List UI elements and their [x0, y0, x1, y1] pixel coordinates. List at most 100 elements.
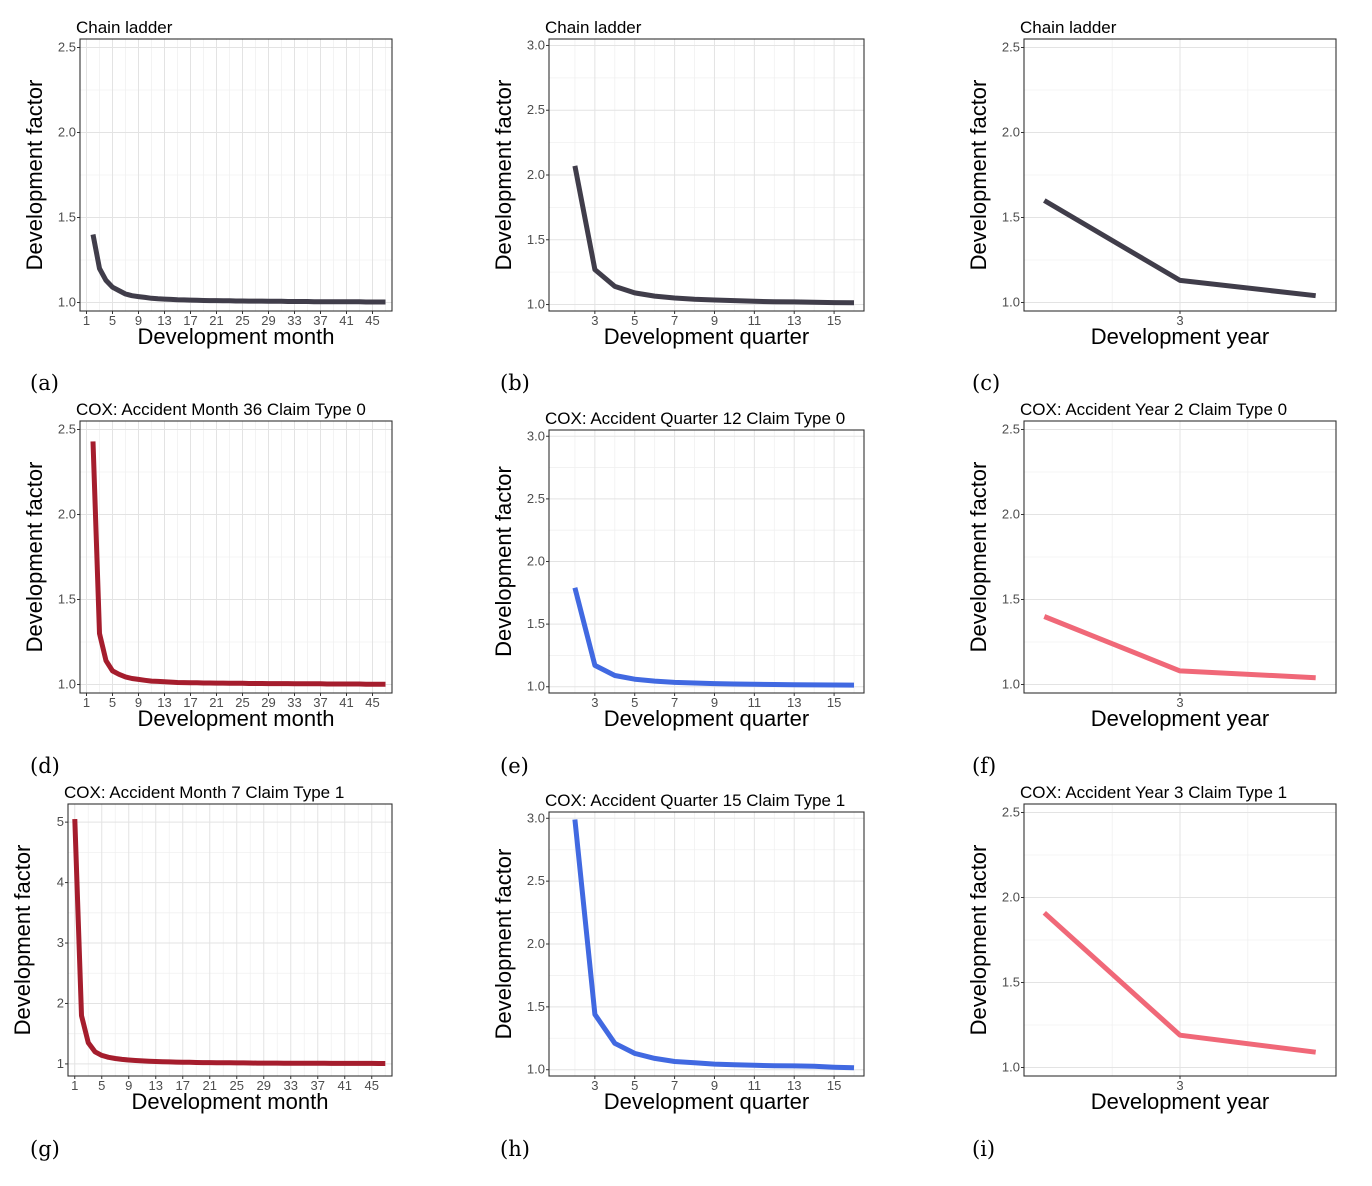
x-tick-label: 3: [591, 313, 598, 328]
panel-title: Chain ladder: [545, 18, 642, 37]
series-line: [1042, 910, 1317, 1055]
panel-title: COX: Accident Year 3 Claim Type 1: [1020, 783, 1287, 802]
x-tick-label: 25: [230, 1078, 244, 1093]
x-tick-label: 13: [149, 1078, 163, 1093]
y-tick-label: 2.5: [1002, 40, 1020, 55]
panel-title: COX: Accident Month 7 Claim Type 1: [64, 783, 344, 802]
x-tick-label: 13: [157, 313, 171, 328]
y-axis-label: Development factor: [966, 845, 991, 1036]
x-axis-label: Development month: [132, 1089, 329, 1114]
x-tick-label: 9: [135, 695, 142, 710]
x-tick-label: 5: [631, 1078, 638, 1093]
x-tick-label: 17: [176, 1078, 190, 1093]
panel-title: Chain ladder: [1020, 18, 1117, 37]
x-tick-label: 7: [671, 313, 678, 328]
x-tick-label: 41: [339, 695, 353, 710]
panel-title: COX: Accident Quarter 15 Claim Type 1: [545, 791, 845, 810]
x-tick-label: 5: [631, 695, 638, 710]
x-axis-label: Development month: [138, 706, 335, 731]
x-tick-label: 3: [1176, 313, 1183, 328]
x-axis-label: Development year: [1091, 706, 1270, 731]
x-tick-label: 15: [827, 313, 841, 328]
subfigure-caption: (g): [30, 1137, 60, 1161]
y-tick-label: 1.0: [58, 677, 76, 692]
y-axis-label: Development factor: [491, 849, 516, 1040]
y-tick-label: 2.5: [58, 40, 76, 55]
y-axis-label: Development factor: [491, 466, 516, 657]
y-axis-label: Development factor: [10, 845, 35, 1036]
series-line: [1043, 614, 1316, 681]
subfigure-caption: (f): [972, 754, 996, 778]
panel-title: COX: Accident Year 2 Claim Type 0: [1020, 400, 1287, 419]
y-tick-label: 1.5: [1002, 592, 1020, 607]
x-axis-label: Development quarter: [604, 324, 809, 349]
y-tick-label: 2.5: [527, 491, 545, 506]
x-axis-label: Development quarter: [604, 706, 809, 731]
y-axis-label: Development factor: [22, 80, 47, 271]
x-tick-label: 3: [1176, 1078, 1183, 1093]
panel-border: [79, 420, 393, 694]
x-tick-label: 9: [711, 1078, 718, 1093]
series-line: [90, 441, 386, 687]
x-tick-label: 41: [338, 1078, 352, 1093]
x-tick-label: 41: [339, 313, 353, 328]
y-tick-label: 1.0: [527, 1062, 545, 1077]
x-tick-label: 1: [83, 695, 90, 710]
x-tick-label: 5: [98, 1078, 105, 1093]
y-tick-label: 2.0: [527, 554, 545, 569]
x-tick-label: 9: [135, 313, 142, 328]
x-tick-label: 17: [183, 695, 197, 710]
x-tick-label: 15: [827, 1078, 841, 1093]
y-tick-label: 2.0: [1002, 890, 1020, 905]
x-tick-label: 21: [203, 1078, 217, 1093]
y-tick-label: 2.0: [58, 507, 76, 522]
x-tick-label: 29: [257, 1078, 271, 1093]
x-tick-label: 13: [787, 313, 801, 328]
x-tick-label: 9: [711, 695, 718, 710]
subfigure-caption: (b): [500, 371, 530, 395]
x-tick-label: 9: [125, 1078, 132, 1093]
series-line: [1043, 198, 1316, 299]
y-tick-label: 1.0: [1002, 295, 1020, 310]
y-axis-label: Development factor: [966, 462, 991, 653]
y-axis-label: Development factor: [491, 80, 516, 271]
panel-border: [79, 38, 393, 312]
series-line: [572, 165, 855, 306]
x-tick-label: 37: [313, 313, 327, 328]
y-tick-label: 1.5: [58, 210, 76, 225]
x-tick-label: 3: [1176, 695, 1183, 710]
series-line: [572, 587, 855, 688]
y-tick-label: 1.5: [1002, 975, 1020, 990]
plot-background: [68, 804, 392, 1076]
y-tick-label: 2.5: [58, 422, 76, 437]
y-tick-label: 1.0: [527, 679, 545, 694]
y-tick-label: 2.5: [1002, 805, 1020, 820]
x-tick-label: 3: [591, 695, 598, 710]
y-tick-label: 2.0: [58, 125, 76, 140]
x-tick-label: 33: [284, 1078, 298, 1093]
x-tick-label: 5: [109, 695, 116, 710]
series-line: [572, 819, 855, 1071]
x-tick-label: 1: [71, 1078, 78, 1093]
x-tick-label: 29: [261, 313, 275, 328]
y-tick-label: 2: [57, 995, 64, 1010]
x-tick-label: 9: [711, 313, 718, 328]
x-tick-label: 25: [235, 695, 249, 710]
x-tick-label: 11: [748, 313, 762, 328]
y-tick-label: 2.5: [527, 102, 545, 117]
x-axis-label: Development month: [138, 324, 335, 349]
x-tick-label: 33: [287, 313, 301, 328]
x-tick-label: 1: [83, 313, 90, 328]
y-axis-label: Development factor: [22, 462, 47, 653]
x-tick-label: 3: [591, 1078, 598, 1093]
x-tick-label: 45: [365, 695, 379, 710]
